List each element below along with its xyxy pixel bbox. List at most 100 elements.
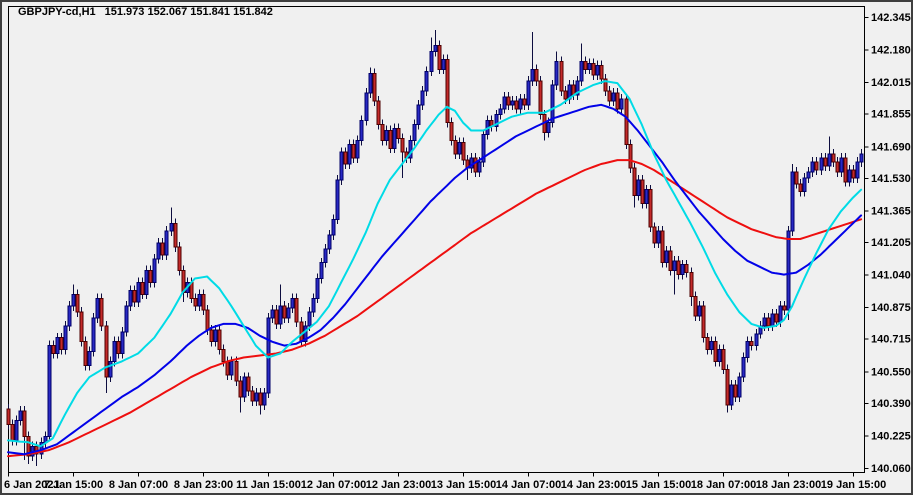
candle-bull <box>847 169 852 183</box>
candle-bull <box>587 62 592 70</box>
candle-bull <box>128 289 133 307</box>
candle-bear <box>559 60 564 92</box>
candle-bull <box>741 356 746 378</box>
plot-frame <box>8 6 865 473</box>
candle-bear <box>400 137 405 153</box>
candle-bull <box>737 376 742 398</box>
candle-bear <box>217 329 222 351</box>
candle-bull <box>745 341 750 358</box>
time-axis-label: 6 Jan 2021 <box>4 479 60 491</box>
candle-bull <box>498 108 503 116</box>
candle-bull <box>790 171 795 232</box>
price-axis-label: 142.345 <box>871 12 911 24</box>
candle-bear <box>607 90 612 102</box>
candle-bear <box>766 317 771 327</box>
candle-bear <box>380 124 385 141</box>
candle-bull <box>331 218 336 236</box>
candle-bear <box>453 139 458 155</box>
candle-bear <box>814 161 819 171</box>
candle-bull <box>307 311 312 327</box>
chart-title: GBPJPY-cd,H1 151.973 152.067 151.841 151.… <box>18 6 273 18</box>
candle-bull <box>339 151 344 181</box>
candle-bull <box>18 410 23 422</box>
candle-bear <box>831 153 836 163</box>
candle-bull <box>323 248 328 264</box>
candle-bear <box>591 62 596 76</box>
candle-bear <box>173 222 178 248</box>
candle-bear <box>599 64 604 80</box>
candle-bull <box>806 171 811 179</box>
candle-bull <box>754 333 759 347</box>
candle-bull <box>457 141 462 155</box>
time-axis-label: 11 Jan 15:00 <box>236 479 301 491</box>
candle-bear <box>615 92 620 110</box>
candle-bull <box>611 92 616 102</box>
symbol-timeframe-label: GBPJPY-cd,H1 <box>18 6 96 18</box>
candle-bear <box>506 96 511 106</box>
candle-bear <box>725 368 730 406</box>
candle-bear <box>59 337 64 351</box>
candle-bear <box>676 260 681 276</box>
candle-bull <box>169 222 174 232</box>
candle-bull <box>575 80 580 96</box>
price-axis-label: 140.875 <box>871 302 911 314</box>
candle-bear <box>823 157 828 167</box>
candle-bear <box>246 376 251 392</box>
price-axis-label: 140.225 <box>871 430 911 442</box>
candle-bear <box>51 345 56 355</box>
candle-bull <box>368 72 373 94</box>
candle-bear <box>140 281 145 295</box>
price-axis-label: 141.690 <box>871 141 911 153</box>
candle-bull <box>197 293 202 307</box>
time-axis-label: 8 Jan 07:00 <box>109 479 168 491</box>
candle-bull <box>319 262 324 280</box>
candle-bear <box>603 78 608 92</box>
candle-bear <box>843 157 848 183</box>
candle-bull <box>680 264 685 276</box>
ma-medium-blue-line <box>7 103 863 456</box>
candles <box>6 29 864 467</box>
candle-bull <box>364 92 369 122</box>
candle-bull <box>697 305 702 317</box>
candle-bear <box>628 143 633 169</box>
price-axis: 142.345 142.180 142.015 141.855 141.690 141.5… <box>864 12 911 475</box>
candle-bull <box>595 64 600 76</box>
candle-bear <box>701 305 706 339</box>
candle-bear <box>632 167 637 197</box>
candle-bear <box>79 311 84 343</box>
candle-bear <box>648 189 653 228</box>
candle-bull <box>144 270 149 295</box>
candle-bull <box>619 98 624 110</box>
candle-bear <box>193 297 198 307</box>
candle-bear <box>26 435 31 457</box>
ohlc-values-label: 151.973 152.067 151.841 151.842 <box>104 6 273 18</box>
candle-bull <box>87 351 92 366</box>
candle-bull <box>164 230 169 256</box>
price-axis-label: 140.390 <box>871 398 911 410</box>
candle-bull <box>546 122 551 133</box>
candle-bull <box>278 305 283 325</box>
ma-fast-cyan-line <box>7 80 863 448</box>
candle-bull <box>819 157 824 171</box>
candle-bear <box>10 424 15 441</box>
ma-slow-red-line <box>7 159 863 458</box>
candle-bull <box>156 242 161 260</box>
candle-bull <box>91 317 96 353</box>
candle-bull <box>67 305 72 327</box>
candle-bull <box>213 329 218 343</box>
candle-bear <box>376 100 381 126</box>
candle-bear <box>258 392 263 406</box>
candle-bear <box>99 297 104 327</box>
candle-bear <box>83 341 88 366</box>
candle-bear <box>160 242 165 256</box>
price-axis-label: 141.855 <box>871 109 911 121</box>
candle-bull <box>717 349 722 362</box>
candle-bull <box>802 177 807 193</box>
candle-bull <box>550 84 555 124</box>
candle-bear <box>684 264 689 274</box>
candle-bull <box>63 325 68 351</box>
candle-bull <box>839 157 844 173</box>
price-axis-label: 141.205 <box>871 237 911 249</box>
candle-bull <box>709 341 714 351</box>
